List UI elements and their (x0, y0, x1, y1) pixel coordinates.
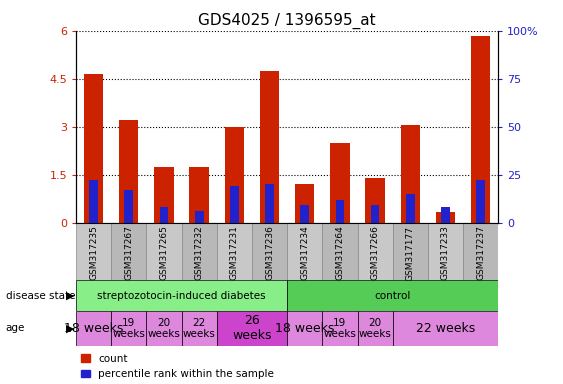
Bar (76, 280, 287, 311)
Text: ▶: ▶ (66, 323, 75, 333)
Bar (76, 223, 111, 280)
Bar (428, 223, 463, 280)
Bar (358, 311, 393, 346)
Bar (76, 311, 111, 346)
Bar (322, 311, 358, 346)
Bar (330, 143, 350, 223)
Text: GSM317237: GSM317237 (476, 226, 485, 280)
Bar (190, 167, 209, 223)
Text: disease state: disease state (6, 291, 75, 301)
Bar (287, 223, 322, 280)
Text: 22
weeks: 22 weeks (183, 318, 216, 339)
Bar (146, 223, 181, 280)
Bar (463, 223, 498, 280)
Text: 20
weeks: 20 weeks (148, 318, 180, 339)
Bar (195, 211, 203, 223)
Bar (252, 223, 287, 280)
Bar (322, 223, 358, 280)
Title: GDS4025 / 1396595_at: GDS4025 / 1396595_at (198, 13, 376, 29)
Text: 18 weeks: 18 weeks (64, 322, 123, 335)
Bar (181, 311, 217, 346)
Bar (111, 311, 146, 346)
Bar (154, 167, 173, 223)
Bar (393, 223, 428, 280)
Bar (124, 190, 133, 223)
Bar (90, 180, 98, 223)
Bar (371, 205, 379, 223)
Bar (84, 74, 103, 223)
Text: control: control (374, 291, 411, 301)
Bar (181, 223, 217, 280)
Bar (393, 311, 498, 346)
Text: GSM317232: GSM317232 (195, 226, 204, 280)
Text: streptozotocin-induced diabetes: streptozotocin-induced diabetes (97, 291, 266, 301)
Bar (146, 311, 181, 346)
Bar (265, 184, 274, 223)
Text: 19
weeks: 19 weeks (324, 318, 356, 339)
Text: GSM317236: GSM317236 (265, 226, 274, 280)
Bar (225, 127, 244, 223)
Text: GSM317234: GSM317234 (300, 226, 309, 280)
Text: GSM317231: GSM317231 (230, 226, 239, 280)
Text: age: age (6, 323, 25, 333)
Text: 19
weeks: 19 weeks (113, 318, 145, 339)
Text: GSM317267: GSM317267 (124, 226, 133, 280)
Bar (401, 125, 420, 223)
Bar (217, 223, 252, 280)
Bar (260, 71, 279, 223)
Bar (230, 186, 239, 223)
Bar (160, 207, 168, 223)
Text: 18 weeks: 18 weeks (275, 322, 334, 335)
Text: GSM317177: GSM317177 (406, 226, 415, 281)
Text: ▶: ▶ (66, 291, 75, 301)
Bar (111, 223, 146, 280)
Bar (406, 194, 414, 223)
Text: 22 weeks: 22 weeks (416, 322, 475, 335)
Text: GSM317265: GSM317265 (159, 226, 168, 280)
Bar (471, 36, 490, 223)
Bar (301, 205, 309, 223)
Bar (436, 212, 455, 223)
Bar (365, 178, 385, 223)
Text: 20
weeks: 20 weeks (359, 318, 391, 339)
Text: GSM317264: GSM317264 (336, 226, 345, 280)
Bar (217, 311, 287, 346)
Text: GSM317233: GSM317233 (441, 226, 450, 280)
Legend: count, percentile rank within the sample: count, percentile rank within the sample (81, 354, 274, 379)
Text: GSM317235: GSM317235 (89, 226, 98, 280)
Bar (295, 184, 314, 223)
Bar (476, 180, 485, 223)
Bar (287, 311, 322, 346)
Bar (287, 280, 498, 311)
Bar (358, 223, 393, 280)
Text: GSM317266: GSM317266 (370, 226, 379, 280)
Bar (336, 200, 344, 223)
Bar (441, 207, 450, 223)
Text: 26
weeks: 26 weeks (232, 314, 272, 342)
Bar (119, 120, 138, 223)
